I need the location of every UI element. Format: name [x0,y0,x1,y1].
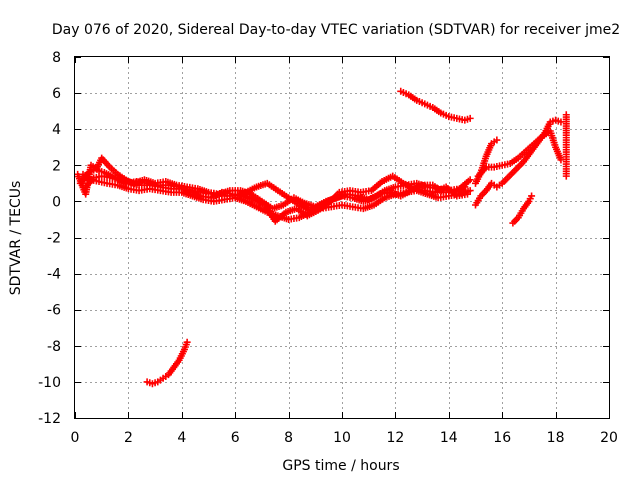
data-point [466,187,474,195]
data-point [466,114,474,122]
x-tick-label: 12 [386,430,404,446]
y-tick-labels: -12 -10 -8 -6 -4 -2 0 2 4 6 8 [38,50,61,427]
axis-ticks [75,57,610,419]
data-point [528,192,536,200]
y-tick-label: -8 [47,339,61,355]
x-tick-label: 6 [231,430,240,446]
data-point [562,172,570,180]
data-point [461,183,469,191]
y-tick-label: 0 [52,194,61,210]
x-tick-label: 4 [177,430,186,446]
y-tick-label: -4 [47,267,61,283]
x-tick-label: 14 [440,430,458,446]
x-tick-label: 2 [124,430,133,446]
x-tick-label: 0 [71,430,80,446]
x-tick-label: 20 [600,430,618,446]
y-tick-label: 4 [52,122,61,138]
data-point [466,176,474,184]
series-arc-low [143,338,191,388]
data-points-layer [74,87,570,388]
x-tick-label: 8 [284,430,293,446]
y-tick-label: -12 [38,411,61,427]
x-tick-label: 18 [547,430,565,446]
plot-frame [74,56,610,419]
series-arc-mid [509,192,536,227]
series-late-3 [474,111,570,180]
data-point [493,136,501,144]
y-tick-label: -6 [47,303,61,319]
x-tick-labels: 0 2 4 6 8 10 12 14 16 18 20 [71,430,618,446]
data-point [463,190,471,198]
grid-layer [75,57,609,418]
y-tick-label: 2 [52,158,61,174]
y-tick-label: 8 [52,50,61,66]
y-tick-label: 6 [52,86,61,102]
x-axis-title: GPS time / hours [282,458,399,474]
y-tick-label: -10 [38,375,61,391]
series-late-1 [472,136,501,187]
y-tick-label: -2 [47,231,61,247]
x-tick-label: 16 [493,430,511,446]
series-arc-high [397,87,474,124]
data-point [183,338,191,346]
y-axis-title: SDTVAR / TECUs [8,181,24,296]
chart-title: Day 076 of 2020, Sidereal Day-to-day VTE… [52,22,620,38]
x-tick-label: 10 [333,430,351,446]
series-band-d [74,161,471,225]
